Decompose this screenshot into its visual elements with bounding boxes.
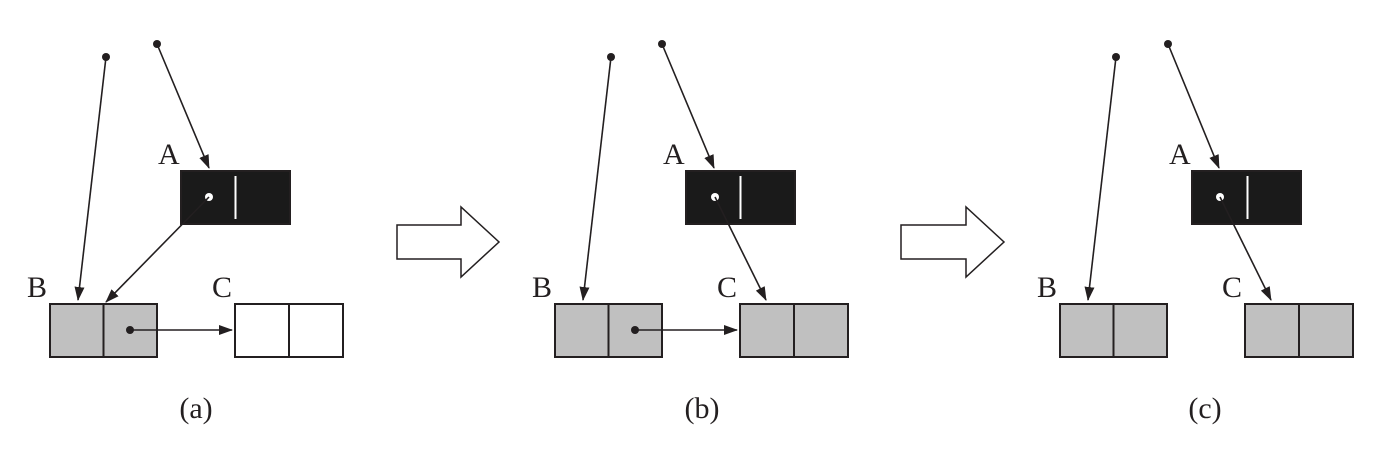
pointer-a-to-b xyxy=(105,196,210,303)
label-c: C xyxy=(717,271,737,304)
label-a: A xyxy=(1169,138,1191,171)
root-pointer-a-arrow xyxy=(156,43,210,169)
label-c: C xyxy=(212,271,232,304)
pointer-a-to-c xyxy=(1219,196,1272,301)
label-b: B xyxy=(1037,271,1057,304)
node-a xyxy=(685,170,796,225)
label-a: A xyxy=(158,138,180,171)
label-b: B xyxy=(532,271,552,304)
panel-a: A B C (a) xyxy=(27,40,344,425)
root-pointer-a-arrow xyxy=(661,43,715,169)
root-pointer-b-arrow xyxy=(579,56,612,301)
node-c xyxy=(739,303,849,358)
transition-arrow-1 xyxy=(396,205,501,279)
root-pointer-a-arrow xyxy=(1167,43,1220,169)
node-a xyxy=(1191,170,1302,225)
pointer-a-to-c xyxy=(714,196,767,301)
root-pointer-b-arrow xyxy=(1084,56,1117,301)
caption-a: (a) xyxy=(179,392,212,425)
node-c xyxy=(1244,303,1354,358)
caption-c: (c) xyxy=(1188,392,1221,425)
node-b xyxy=(1059,303,1168,358)
label-c: C xyxy=(1222,271,1242,304)
caption-b: (b) xyxy=(685,392,720,425)
panel-b: A B C (b) xyxy=(532,40,849,425)
label-b: B xyxy=(27,271,47,304)
node-c xyxy=(234,303,344,358)
panel-c: A B C (c) xyxy=(1037,40,1354,425)
root-pointer-b-arrow xyxy=(74,56,107,301)
label-a: A xyxy=(663,138,685,171)
node-a xyxy=(180,170,291,225)
transition-arrow-2 xyxy=(900,205,1006,279)
